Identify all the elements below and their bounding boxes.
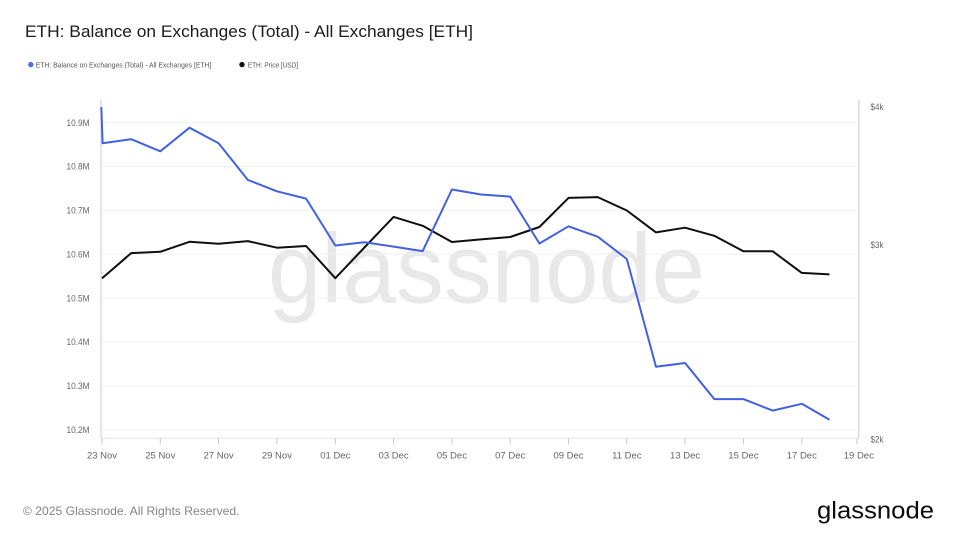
svg-text:07 Dec: 07 Dec (495, 450, 525, 461)
svg-text:03 Dec: 03 Dec (379, 450, 409, 461)
svg-text:09 Dec: 09 Dec (553, 450, 583, 461)
svg-text:$4k: $4k (871, 102, 884, 113)
svg-text:29 Nov: 29 Nov (262, 450, 292, 461)
svg-text:glassnode: glassnode (817, 497, 934, 524)
svg-text:10.4M: 10.4M (67, 337, 90, 348)
svg-text:10.5M: 10.5M (67, 293, 90, 304)
svg-text:10.3M: 10.3M (67, 381, 90, 392)
svg-text:$3k: $3k (871, 240, 884, 251)
svg-text:19 Dec: 19 Dec (844, 450, 874, 461)
svg-text:10.8M: 10.8M (67, 162, 90, 173)
svg-text:© 2025 Glassnode. All Rights R: © 2025 Glassnode. All Rights Reserved. (23, 504, 240, 518)
svg-text:ETH: Price [USD]: ETH: Price [USD] (248, 60, 298, 69)
svg-text:11 Dec: 11 Dec (612, 450, 642, 461)
svg-text:27 Nov: 27 Nov (204, 450, 234, 461)
svg-text:10.7M: 10.7M (67, 206, 90, 217)
svg-text:ETH: Balance on Exchanges (Tot: ETH: Balance on Exchanges (Total) - All … (25, 22, 473, 41)
svg-text:15 Dec: 15 Dec (728, 450, 758, 461)
svg-text:10.9M: 10.9M (67, 118, 90, 129)
svg-text:05 Dec: 05 Dec (437, 450, 467, 461)
svg-text:$2k: $2k (871, 434, 884, 445)
svg-text:10.6M: 10.6M (67, 250, 90, 261)
svg-text:25 Nov: 25 Nov (145, 450, 175, 461)
svg-text:glassnode: glassnode (268, 214, 705, 324)
svg-text:13 Dec: 13 Dec (670, 450, 700, 461)
svg-text:10.2M: 10.2M (67, 425, 90, 436)
svg-text:ETH: Balance on Exchanges (Tot: ETH: Balance on Exchanges (Total) - All … (36, 60, 212, 69)
svg-text:17 Dec: 17 Dec (787, 450, 817, 461)
svg-text:23 Nov: 23 Nov (87, 450, 117, 461)
svg-text:01 Dec: 01 Dec (320, 450, 350, 461)
